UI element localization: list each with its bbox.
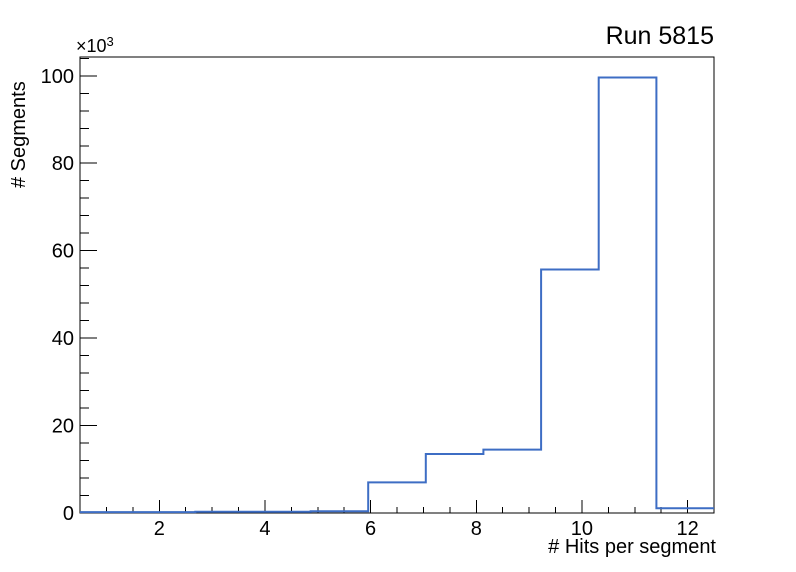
x-tick-label: 4	[259, 518, 270, 540]
x-axis-title: # Hits per segment	[548, 536, 716, 558]
y-tick-label: 100	[41, 66, 74, 88]
y-axis-multiplier-base: ×10	[76, 36, 107, 56]
x-tick-label: 2	[154, 518, 165, 540]
y-tick-label: 0	[63, 503, 74, 525]
plot-title: Run 5815	[605, 22, 714, 50]
x-tick-label: 12	[676, 518, 698, 540]
y-tick-label: 20	[52, 416, 74, 438]
y-axis-multiplier: ×103	[76, 34, 114, 57]
histogram-step-line	[80, 76, 714, 514]
x-tick-label: 8	[471, 518, 482, 540]
y-axis-multiplier-exponent: 3	[106, 34, 114, 49]
y-tick-label: 60	[52, 241, 74, 263]
plot-frame	[79, 56, 715, 514]
y-tick-label: 40	[52, 328, 74, 350]
x-tick-label: 10	[571, 518, 593, 540]
x-tick-label: 6	[365, 518, 376, 540]
y-tick-label: 80	[52, 153, 74, 175]
y-axis-title: # Segments	[8, 81, 30, 188]
